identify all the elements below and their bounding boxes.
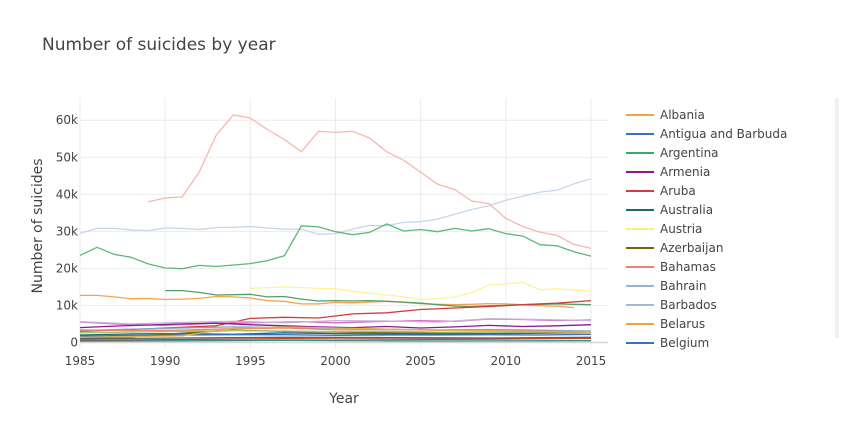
axes: 1985 1990 1995 2000 2005 2010 2015 0 10k 20k 30k 40… [56,113,606,368]
legend-scrollbar[interactable] [835,98,839,338]
series-line[interactable] [79,322,592,329]
series-lines [79,114,592,342]
series-line[interactable] [79,337,592,341]
legend-label: Aruba [660,184,696,198]
legend-item[interactable]: Antigua and Barbuda [626,127,787,141]
y-tick-label: 20k [56,261,78,275]
legend-item[interactable]: Bahamas [626,260,716,274]
series-line[interactable] [79,329,592,334]
series-line[interactable] [79,339,592,342]
legend-label: Azerbaijan [660,241,723,255]
chart-title: Number of suicides by year [42,35,276,55]
y-tick-label: 60k [56,113,78,127]
series-line[interactable] [79,178,592,235]
grid-lines [79,98,608,348]
legend-item[interactable]: Australia [626,203,713,217]
legend-label: Belarus [660,317,705,331]
series-line[interactable] [79,299,592,332]
x-tick-label: 2005 [405,354,436,368]
x-tick-label: 1990 [150,354,181,368]
y-tick-label: 0 [70,335,78,349]
legend-label: Argentina [660,146,719,160]
legend-item[interactable]: Aruba [626,184,696,198]
x-tick-label: 2010 [491,354,522,368]
y-tick-label: 10k [56,298,78,312]
legend-label: Belgium [660,336,709,350]
x-tick-label: 2000 [320,354,351,368]
legend-label: Barbados [660,298,717,312]
series-line[interactable] [79,326,592,338]
legend-item[interactable]: Barbados [626,298,717,312]
legend-item[interactable]: Austria [626,222,702,236]
y-axis-title: Number of suicides [30,158,46,293]
y-tick-label: 30k [56,224,78,238]
legend-item[interactable]: Armenia [626,165,710,179]
legend-label: Austria [660,222,702,236]
series-line[interactable] [80,294,574,309]
series-line[interactable] [250,281,592,301]
x-tick-label: 1985 [65,354,96,368]
legend-label: Bahrain [660,279,706,293]
x-axis-title: Year [328,391,359,407]
series-line[interactable] [147,114,592,250]
legend-label: Albania [660,108,705,122]
series-line[interactable] [79,223,592,270]
x-tick-label: 1995 [235,354,266,368]
legend-item[interactable]: Bahrain [626,279,706,293]
legend-label: Australia [660,203,713,217]
legend-label: Bahamas [660,260,716,274]
legend-label: Antigua and Barbuda [660,127,787,141]
legend-label: Armenia [660,165,710,179]
y-tick-label: 40k [56,187,78,201]
legend-item[interactable]: Argentina [626,146,719,160]
legend-item[interactable]: Belarus [626,317,705,331]
series-line[interactable] [79,333,592,337]
legend-item[interactable]: Albania [626,108,705,122]
y-tick-label: 50k [56,150,78,164]
legend: Albania Antigua and Barbuda Argentina Armen… [626,98,839,350]
series-line[interactable] [79,336,592,340]
x-tick-label: 2015 [576,354,607,368]
legend-item[interactable]: Azerbaijan [626,241,723,255]
legend-item[interactable]: Belgium [626,336,709,350]
series-line[interactable] [79,318,592,325]
